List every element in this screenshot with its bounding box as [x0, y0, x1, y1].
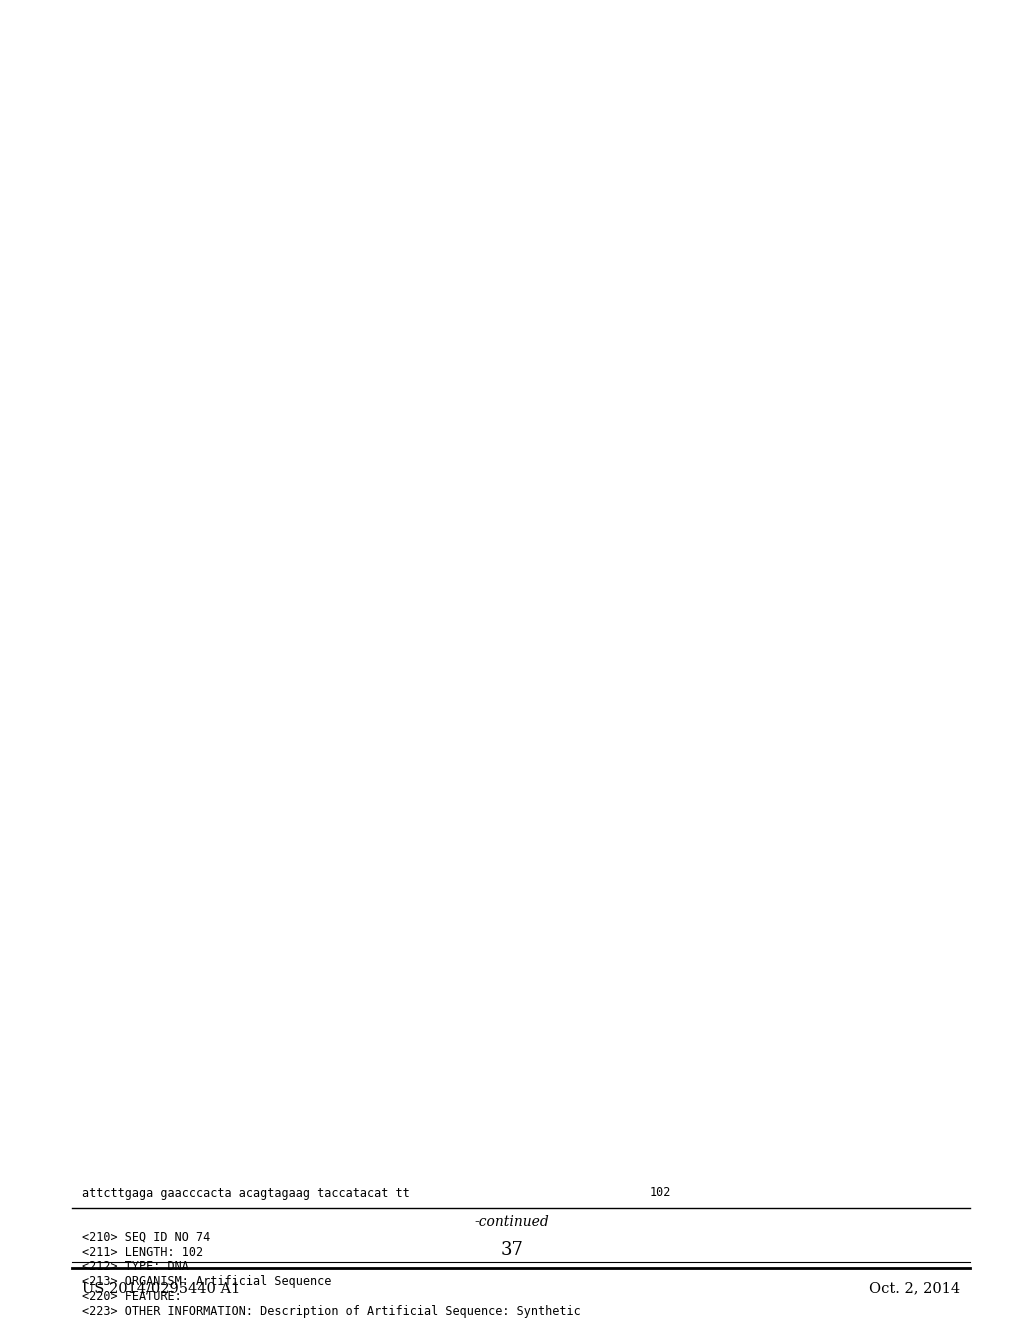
Text: <210> SEQ ID NO 74: <210> SEQ ID NO 74	[82, 1230, 210, 1243]
Text: Oct. 2, 2014: Oct. 2, 2014	[869, 1280, 961, 1295]
Text: <211> LENGTH: 102: <211> LENGTH: 102	[82, 1246, 203, 1259]
Text: <212> TYPE: DNA: <212> TYPE: DNA	[82, 1261, 188, 1274]
Text: <220> FEATURE:: <220> FEATURE:	[82, 1290, 181, 1303]
Text: US 2014/0295440 A1: US 2014/0295440 A1	[82, 1280, 241, 1295]
Text: 102: 102	[650, 1187, 672, 1200]
Text: <223> OTHER INFORMATION: Description of Artificial Sequence: Synthetic: <223> OTHER INFORMATION: Description of …	[82, 1305, 581, 1317]
Text: 37: 37	[501, 1241, 523, 1259]
Text: -continued: -continued	[475, 1214, 549, 1229]
Text: <213> ORGANISM: Artificial Sequence: <213> ORGANISM: Artificial Sequence	[82, 1275, 332, 1288]
Text: attcttgaga gaacccacta acagtagaag taccatacat tt: attcttgaga gaacccacta acagtagaag taccata…	[82, 1187, 410, 1200]
